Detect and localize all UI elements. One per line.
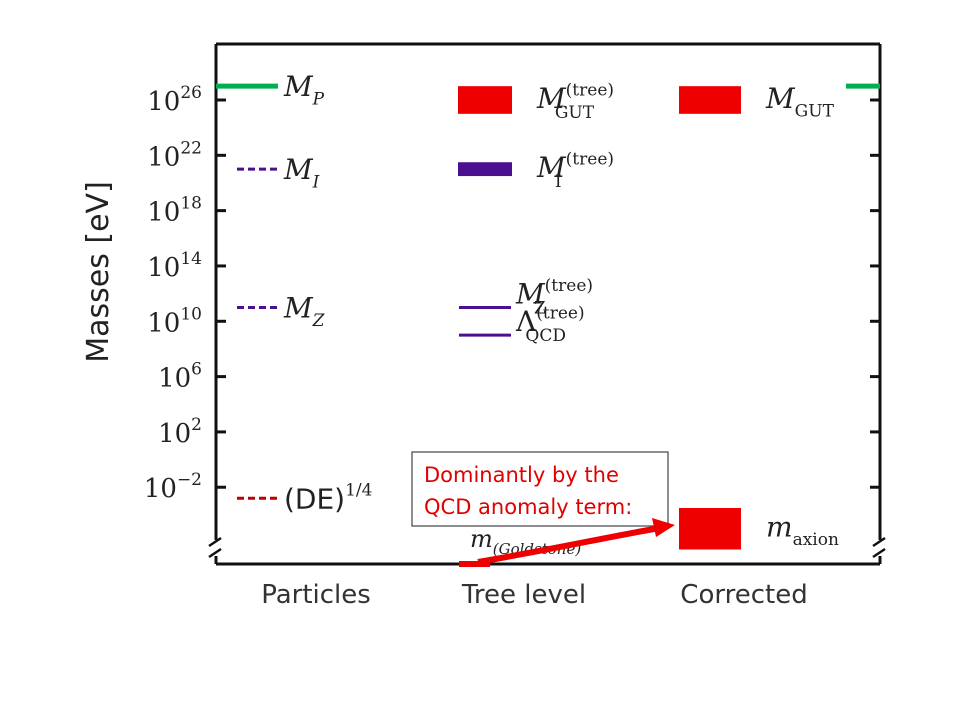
label-main: M [515, 277, 546, 310]
label-main: M [283, 70, 314, 103]
level-label: Λ(tree) QCD [515, 304, 585, 346]
label-sub: GUT [795, 101, 835, 121]
axis-break-mark [208, 536, 222, 548]
level-m-i-tree-level: M(tree) I [458, 150, 614, 192]
callout-line-2: QCD anomaly term: [424, 495, 632, 519]
callout-line-1: Dominantly by the [424, 463, 619, 487]
y-tick-exp: 14 [180, 249, 202, 269]
y-tick-base: 10 [144, 474, 177, 504]
x-category-corrected: Corrected [680, 580, 807, 610]
level-m-axion-corrected: maxion [679, 507, 839, 550]
y-tick-label: 1010 [147, 304, 202, 338]
y-tick-exp: 2 [191, 415, 202, 435]
level-m-i-particles: MI [237, 153, 320, 193]
level-label: M(tree) Z [515, 276, 593, 318]
y-tick-base: 10 [147, 198, 180, 228]
level-m-z-particles: MZ [237, 291, 326, 331]
y-tick-exp: −2 [177, 470, 202, 490]
y-tick-exp: 18 [180, 194, 202, 214]
y-tick-exp: 26 [180, 83, 202, 103]
label-sub: Z [312, 311, 326, 331]
label-sup: (tree) [545, 276, 593, 296]
label-sub: axion [793, 530, 839, 550]
label-sub: QCD [525, 326, 566, 346]
axis-break-mark [872, 536, 886, 548]
label-sup: 1/4 [345, 481, 372, 501]
y-tick-label: 102 [158, 415, 202, 449]
y-tick-base: 10 [147, 87, 180, 117]
y-axis-label: Masses [eV] [81, 181, 116, 363]
level-band [679, 507, 741, 550]
label-main: M [536, 82, 567, 115]
level-qcd-tree-level: Λ(tree) QCD [459, 304, 585, 346]
label-sup: (tree) [566, 80, 614, 100]
label-sub: Z [534, 298, 546, 318]
callout-arrow-line [477, 525, 661, 565]
x-category-particles: Particles [261, 580, 371, 610]
level-label: M(tree) I [536, 150, 614, 192]
y-tick-exp: 6 [191, 360, 202, 380]
callout-box [411, 451, 669, 527]
level-m-z-tree-level: M(tree) Z [459, 276, 593, 318]
y-tick-label: 1022 [147, 138, 202, 172]
level-band [458, 162, 512, 177]
label-sup: (tree) [536, 304, 584, 324]
y-tick-exp: 10 [180, 304, 202, 324]
label-sup: (tree) [566, 150, 614, 170]
level-label: MI [283, 153, 320, 192]
label-sub: P [312, 90, 325, 110]
axis-break-mark [208, 547, 222, 559]
y-tick-exp: 22 [180, 138, 202, 158]
level-de-particles: (DE)1/4 [237, 481, 372, 516]
label-main: M [283, 291, 314, 324]
label-sub: GUT [555, 103, 595, 123]
y-tick-base: 10 [147, 253, 180, 283]
label-main: M [765, 82, 796, 115]
label-main: M [283, 153, 314, 186]
label-sub: I [312, 173, 320, 193]
y-tick-label: 1018 [147, 194, 202, 228]
label-main: M [536, 151, 567, 184]
label-sub: I [555, 172, 562, 192]
level-label: maxion [766, 511, 839, 550]
level-band [458, 86, 512, 114]
plot-axes [208, 42, 886, 566]
planck-label: MP [283, 70, 325, 109]
y-tick-base: 10 [158, 364, 191, 394]
level-m-gut-corrected: MGUT [679, 82, 835, 121]
annotation-callout: Dominantly by the QCD anomaly term: [411, 451, 675, 565]
y-tick-base: 10 [158, 419, 191, 449]
level-m-p-edge: MP [216, 70, 880, 110]
x-category-tree-level: Tree level [461, 580, 586, 610]
level-label: MZ [283, 291, 326, 330]
label-main: m [766, 511, 793, 544]
label-main: Λ [515, 305, 537, 338]
level-m-gut-tree-level: M(tree) GUT [458, 80, 614, 123]
level-label: M(tree) GUT [536, 80, 614, 122]
label-main: m [470, 525, 493, 553]
x-axis-categories: Particles Tree level Corrected [261, 580, 808, 610]
y-tick-label: 1014 [147, 249, 202, 283]
axis-break-mark [872, 547, 886, 559]
y-tick-base: 10 [147, 308, 180, 338]
callout-arrow-head [652, 518, 675, 537]
y-tick-label: 106 [158, 360, 202, 394]
y-tick-label: 10−2 [144, 470, 202, 504]
label-main: (DE) [284, 482, 345, 515]
level-label: MGUT [765, 82, 835, 121]
y-tick-base: 10 [147, 142, 180, 172]
level-label: (DE)1/4 [284, 481, 372, 516]
level-band [679, 86, 741, 114]
y-tick-label: 1026 [147, 83, 202, 117]
